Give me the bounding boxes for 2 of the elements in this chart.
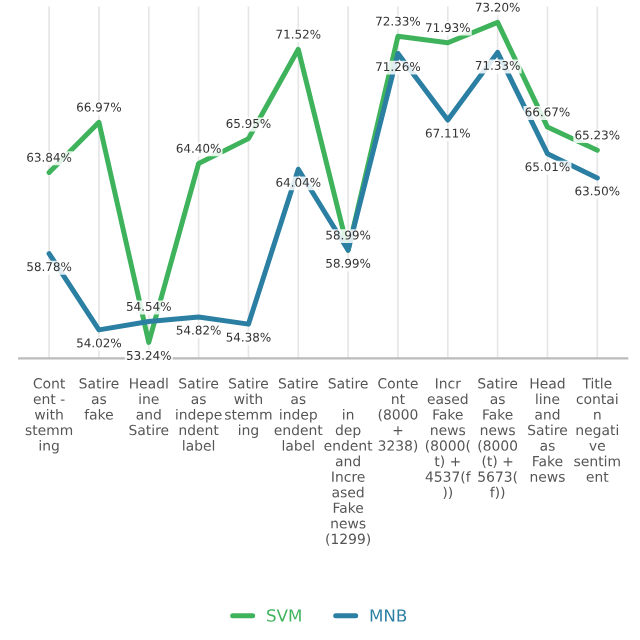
legend-label: MNB	[370, 609, 407, 622]
legend-label: SVM	[267, 609, 301, 622]
